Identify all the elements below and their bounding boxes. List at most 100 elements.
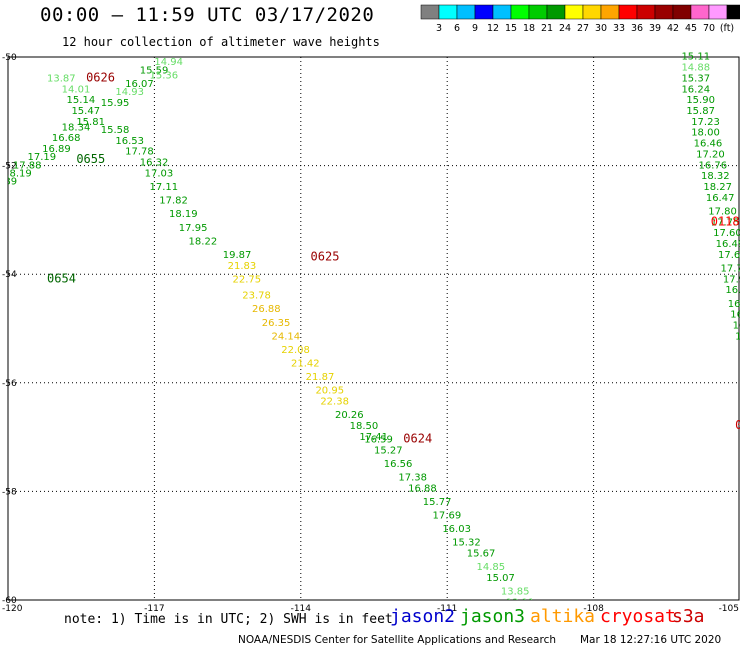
swh-value-label: 18.34	[62, 122, 91, 133]
swh-value-label: 18.27	[703, 182, 732, 193]
swh-value-label: 18.19	[3, 168, 32, 179]
swh-value-label: 15.58	[101, 125, 130, 136]
swh-value-label: 17.62	[718, 250, 740, 261]
swh-value-label: 26.35	[262, 318, 291, 329]
swh-value-label: 15.32	[452, 538, 481, 549]
swh-value-label: 15.95	[101, 98, 130, 109]
swh-value-label: 15.90	[686, 95, 715, 106]
swh-value-label: 17.88	[13, 160, 42, 171]
swh-value-label: 23.78	[242, 291, 271, 302]
legend-label: 36	[631, 23, 643, 34]
swh-value-label: 15.87	[686, 106, 715, 117]
swh-value-label: 16.56	[384, 459, 413, 470]
swh-value-label: 17.23	[691, 117, 720, 128]
lat-tick-label: -58	[2, 487, 17, 497]
lon-tick-label: -114	[291, 604, 312, 614]
swh-value-label: 13.87	[47, 73, 76, 84]
swh-value-label: 14.88	[681, 63, 710, 74]
swh-value-label: 16.49	[716, 239, 740, 250]
lon-tick-label: -120	[2, 604, 23, 614]
lon-tick-label: -105	[719, 604, 739, 614]
swh-value-label: 17.03	[145, 168, 174, 179]
swh-value-label: 15.47	[71, 106, 100, 117]
swh-value-label: 16.84	[735, 331, 740, 342]
legend-swatch	[726, 4, 740, 20]
swh-value-label: 14.93	[115, 87, 144, 98]
swh-value-label: 18.00	[691, 128, 720, 139]
swh-value-label: 22.08	[281, 345, 310, 356]
lat-tick-label: -60	[2, 596, 17, 606]
lat-tick-label: -56	[2, 379, 17, 389]
satellite-name: altika	[530, 606, 596, 627]
swh-value-label: 24.14	[272, 331, 301, 342]
legend-label: 18	[523, 23, 535, 34]
swh-value-label: 17.80	[708, 206, 737, 217]
legend-label: 39	[649, 23, 661, 34]
legend-label: 45	[685, 23, 697, 34]
pass-time-label: 0	[735, 418, 740, 432]
swh-value-label: 15.11	[681, 52, 710, 63]
swh-value-label: 13.85	[501, 587, 530, 598]
pass-time-label: 0655	[76, 152, 105, 166]
satellite-name: s3a	[672, 606, 705, 627]
swh-value-label: 17.69	[433, 511, 462, 522]
legend-label: 30	[595, 23, 607, 34]
credit-text: NOAA/NESDIS Center for Satellite Applica…	[238, 634, 556, 646]
legend-label: 12	[487, 23, 499, 34]
page-subtitle: 12 hour collection of altimeter wave hei…	[62, 35, 380, 49]
swh-value-label: 15.67	[467, 549, 496, 560]
swh-value-label: 21.42	[291, 359, 320, 370]
legend-label: 9	[472, 23, 478, 34]
swh-value-label: 16.53	[115, 136, 144, 147]
swh-value-label: 17.82	[159, 196, 188, 207]
swh-value-label: 15.37	[681, 73, 710, 84]
lat-tick-label: -54	[2, 270, 17, 280]
swh-value-label: 17.60	[713, 228, 740, 239]
swh-value-label: 14.85	[476, 562, 505, 573]
legend-label: 24	[559, 23, 571, 34]
swh-value-label: 14.01	[62, 84, 91, 95]
swh-value-label: 16.76	[699, 160, 728, 171]
satellite-name: jason2	[390, 606, 456, 627]
page-title: 00:00 – 11:59 UTC 03/17/2020	[40, 4, 375, 26]
swh-value-label: 14.94	[154, 57, 183, 68]
swh-value-label: 16.32	[140, 158, 169, 169]
swh-value-label: 17.11	[150, 182, 179, 193]
swh-value-label: 20.95	[315, 386, 344, 397]
swh-value-label: 18.19	[169, 209, 198, 220]
legend-label: 42	[667, 23, 679, 34]
swh-value-label: 17.78	[720, 263, 740, 274]
legend-label: 3	[436, 23, 442, 34]
swh-value-label: 17.38	[398, 473, 427, 484]
timestamp-text: Mar 18 12:27:16 UTC 2020	[580, 634, 722, 646]
legend-label: 33	[613, 23, 625, 34]
lon-tick-label: -117	[144, 604, 164, 614]
swh-value-label: 17.78	[125, 147, 154, 158]
pass-time-label: 0626	[86, 70, 115, 84]
legend-label: 15	[505, 23, 517, 34]
swh-value-label: 13.11	[506, 597, 535, 608]
swh-value-label: 21.87	[306, 372, 335, 383]
swh-value-label: 17.95	[179, 223, 208, 234]
swh-value-label: 16.33	[725, 285, 740, 296]
swh-value-label: 16.46	[694, 139, 723, 150]
swh-value-label: 18.32	[701, 171, 730, 182]
color-legend: 3 6 9 12 15 18 21 24 27 30 33 36 39 42 45 70 (ft)	[420, 4, 740, 34]
swh-value-label: 26.88	[252, 304, 281, 315]
satellite-name: cryosat	[600, 606, 676, 627]
swh-value-label: 16.03	[442, 524, 471, 535]
legend-label: 21	[541, 23, 553, 34]
swh-value-label: 16.89	[42, 144, 71, 155]
satellite-name: jason3	[460, 606, 526, 627]
swh-value-label: 15.14	[67, 95, 96, 106]
swh-value-label: 15.59	[140, 65, 169, 76]
swh-value-label: 17.19	[28, 152, 57, 163]
swh-value-label: 22.38	[320, 397, 349, 408]
lat-tick-label: -50	[2, 53, 17, 63]
swh-value-label: 21.83	[228, 261, 257, 272]
lon-tick-label: -111	[437, 604, 457, 614]
swh-value-label: 16.07	[125, 79, 154, 90]
swh-value-label: 19.16	[0, 185, 2, 196]
swh-value-label: 18.22	[189, 236, 218, 247]
